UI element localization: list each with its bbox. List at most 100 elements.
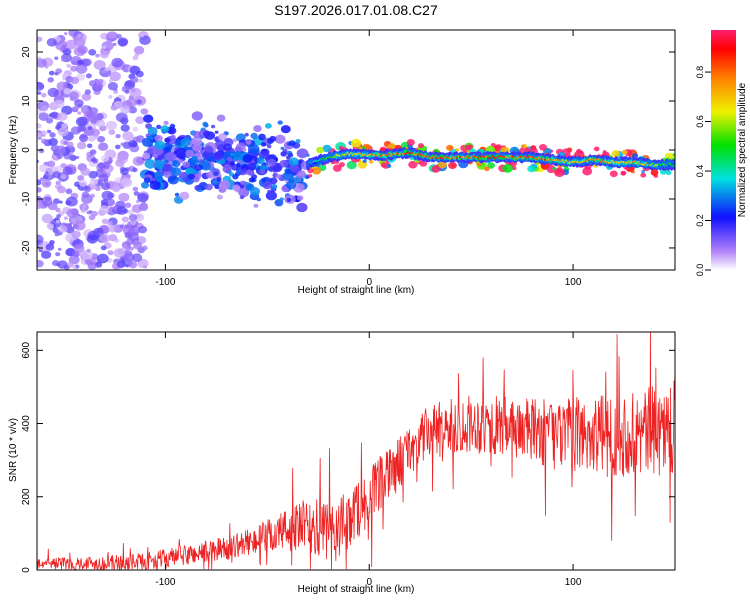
spectrogram-cell xyxy=(269,177,278,185)
spectrogram-cell xyxy=(129,246,134,251)
spectrogram-cell xyxy=(109,71,121,82)
spectrogram-cell xyxy=(37,200,44,210)
spectrogram-cell xyxy=(101,69,106,74)
spectrogram-cell xyxy=(204,145,214,154)
spectrogram-cell xyxy=(130,220,137,226)
spectrogram-cell xyxy=(54,56,59,60)
spectrogram-cell xyxy=(75,64,88,74)
spectrogram-cell xyxy=(95,186,101,192)
spectrogram-cell xyxy=(41,138,48,144)
spectrogram-cell xyxy=(37,179,42,186)
spectrogram-cell xyxy=(552,167,557,171)
spectrogram-cell xyxy=(280,151,288,157)
spectrogram-cell xyxy=(418,143,424,149)
spectrogram-cell xyxy=(206,171,215,179)
spectrogram-cell xyxy=(386,164,392,168)
spectrogram-cell xyxy=(63,140,68,145)
spectrogram-cell xyxy=(55,68,63,74)
spectrogram-cell xyxy=(47,77,54,83)
spectrogram-cell xyxy=(112,42,117,47)
spectrogram-cell xyxy=(164,151,177,162)
spectrogram-cell xyxy=(121,216,129,223)
spectrogram-cell xyxy=(223,143,232,151)
spectrogram-cell xyxy=(144,159,156,169)
spectrogram-cell xyxy=(582,167,593,176)
spectrogram-cell xyxy=(68,30,79,37)
spectrogram-cell xyxy=(153,171,163,179)
spectrogram-cell xyxy=(87,106,92,110)
spectrogram-cell xyxy=(212,151,224,161)
colorbar-tick-label: 0.6 xyxy=(695,115,705,128)
x-tick-label: 0 xyxy=(366,577,372,588)
spectrogram-cell xyxy=(56,214,61,219)
spectrogram-cell xyxy=(362,159,367,163)
spectrogram-cell xyxy=(100,51,109,59)
spectrogram-cell xyxy=(54,232,59,237)
spectrogram-cell xyxy=(233,150,242,158)
spectrogram-cell xyxy=(69,151,74,156)
y-tick-label: 10 xyxy=(21,95,32,107)
spectrogram-cell xyxy=(107,250,114,256)
spectrogram-x-label: Height of straight line (km) xyxy=(298,285,415,296)
spectrogram-cell xyxy=(90,128,100,137)
spectrogram-y-label: Frequency (Hz) xyxy=(8,116,19,185)
spectrogram-cell xyxy=(234,146,242,153)
spectrogram-cell xyxy=(52,171,61,179)
spectrogram-y-ticks: -20 -10 0 10 20 xyxy=(21,46,675,255)
spectrogram-cell xyxy=(100,32,109,40)
spectrogram-cell xyxy=(45,196,52,202)
spectrogram-cell xyxy=(63,87,72,95)
spectrogram-cell xyxy=(141,181,149,189)
spectrogram-cell xyxy=(46,223,54,230)
spectrogram-cell xyxy=(142,152,151,160)
spectrogram-cell xyxy=(156,124,162,130)
y-tick-label: 0 xyxy=(21,147,32,153)
snr-y-label: SNR (10 * v/v) xyxy=(8,418,19,482)
spectrogram-cell xyxy=(61,58,66,62)
spectrogram-cell xyxy=(62,166,73,176)
spectrogram-cell xyxy=(41,179,52,188)
y-tick-label: 600 xyxy=(21,342,32,359)
spectrogram-cell xyxy=(138,225,148,234)
spectrogram-cell xyxy=(133,191,140,196)
spectrogram-cell xyxy=(103,178,109,183)
spectrogram-cell xyxy=(130,76,139,84)
spectrogram-cell xyxy=(61,175,66,179)
spectrogram-cell xyxy=(82,204,87,208)
spectrogram-cell xyxy=(139,35,151,45)
spectrogram-cell xyxy=(191,111,203,121)
spectrogram-cell xyxy=(244,132,249,137)
spectrogram-cell xyxy=(216,114,226,122)
spectrogram-cell xyxy=(152,153,158,158)
spectrogram-cell xyxy=(174,139,183,146)
spectrogram-cell xyxy=(182,177,188,182)
spectrogram-cell xyxy=(93,86,101,92)
spectrogram-cell xyxy=(99,233,111,243)
spectrogram-cell xyxy=(134,213,145,222)
spectrogram-cell xyxy=(40,105,49,112)
spectrogram-cell xyxy=(58,200,63,204)
spectrogram-cell xyxy=(408,160,418,169)
spectrogram-cell xyxy=(132,156,145,167)
spectrogram-cell xyxy=(256,157,265,165)
spectrogram-cell xyxy=(160,125,170,133)
figure-title: S197.2026.017.01.08.C27 xyxy=(274,2,438,18)
spectrogram-cell xyxy=(108,234,118,242)
spectrogram-cell xyxy=(75,32,87,43)
spectrogram-cell xyxy=(128,106,137,114)
spectrogram-cell xyxy=(120,168,129,176)
spectrogram-cell xyxy=(484,166,490,172)
spectrogram-cell xyxy=(219,180,231,190)
spectrogram-cell xyxy=(232,138,238,143)
spectrogram-cell xyxy=(216,194,223,200)
snr-frame xyxy=(36,331,676,571)
spectrogram-cell xyxy=(275,174,281,179)
spectrogram-cell xyxy=(178,159,184,164)
spectrogram-cell xyxy=(236,159,242,164)
spectrogram-cell xyxy=(332,164,342,172)
spectrogram-cell xyxy=(137,193,149,203)
spectrogram-cell xyxy=(108,129,116,135)
spectrogram-cell xyxy=(286,197,292,202)
spectrogram-cell xyxy=(134,53,139,57)
